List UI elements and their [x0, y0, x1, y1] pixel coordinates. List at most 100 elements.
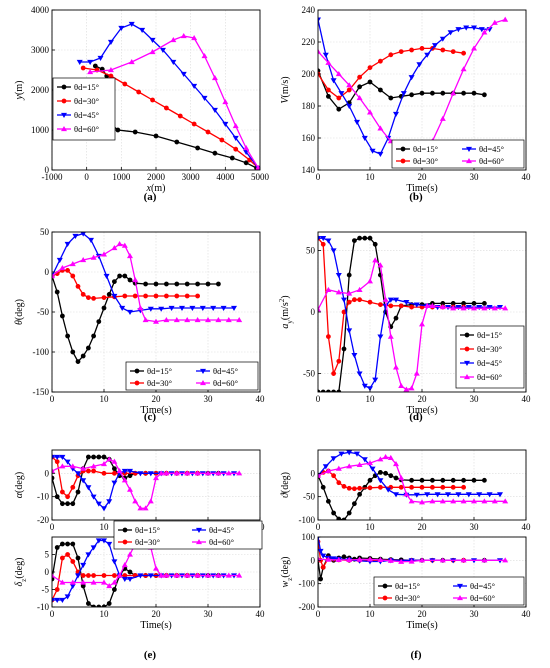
legend-label: θd=60° — [479, 156, 504, 166]
data-point — [432, 43, 438, 49]
data-point — [70, 349, 76, 355]
data-point — [320, 241, 326, 247]
data-point — [460, 498, 467, 504]
data-point — [502, 16, 509, 22]
data-point — [201, 95, 208, 101]
data-point — [205, 470, 211, 476]
data-point — [377, 556, 384, 562]
data-point — [194, 317, 201, 323]
x-axis-label: Time(s) — [406, 405, 437, 416]
data-point — [460, 557, 467, 563]
x-tick-label: 30 — [204, 394, 214, 404]
y-tick-label: 3000 — [31, 45, 50, 55]
data-point — [320, 553, 327, 559]
data-point — [335, 556, 342, 562]
x-tick-label: 2000 — [147, 172, 166, 182]
data-point — [173, 317, 180, 323]
data-point — [59, 579, 66, 585]
data-point — [127, 551, 133, 557]
data-point — [70, 541, 76, 547]
data-point — [128, 59, 135, 65]
data-point — [139, 27, 146, 33]
data-point — [101, 538, 107, 544]
data-point — [132, 129, 138, 135]
y-tick-label: 100 — [302, 532, 316, 542]
data-point — [236, 470, 243, 476]
data-point — [356, 461, 363, 468]
x-axis-label: Time(s) — [406, 183, 437, 194]
data-point — [159, 47, 166, 53]
data-point — [409, 484, 414, 490]
data-point — [122, 81, 128, 87]
legend: θd=15° θd=30° θd=45° θd=60° — [125, 361, 259, 391]
data-point — [502, 557, 509, 563]
data-point — [481, 477, 487, 483]
chart-panel-f2: 0 10 20 30 40 -200 -100 0 100 Time(s) wz(deg) θd=15… — [280, 532, 531, 661]
data-point — [491, 305, 498, 311]
data-point — [128, 21, 135, 27]
data-point — [357, 485, 362, 491]
data-point — [75, 471, 81, 477]
y-tick-label: 220 — [302, 37, 316, 47]
data-point — [331, 510, 336, 516]
x-tick-label: 20 — [418, 609, 428, 619]
legend-label: θd=45° — [213, 366, 238, 376]
data-point — [320, 564, 326, 570]
data-point — [147, 306, 154, 312]
data-point — [90, 545, 97, 551]
data-point — [80, 257, 87, 263]
data-point — [103, 273, 110, 279]
data-point — [330, 248, 337, 254]
data-point — [101, 461, 107, 467]
data-point — [408, 75, 415, 81]
data-point — [388, 473, 394, 479]
data-point — [137, 471, 144, 477]
data-point — [127, 569, 133, 575]
data-point — [377, 469, 383, 475]
data-point — [318, 48, 321, 54]
series-line — [83, 67, 259, 169]
data-point — [335, 71, 342, 77]
data-point — [346, 272, 352, 278]
data-point — [419, 557, 425, 563]
data-point — [450, 484, 456, 490]
y-axis-label: wz(deg) — [280, 557, 294, 588]
data-point — [457, 595, 463, 601]
data-point — [336, 95, 342, 101]
x-tick-label: 0 — [316, 172, 321, 182]
data-point — [354, 119, 360, 125]
data-point — [461, 90, 466, 96]
data-point — [75, 555, 81, 561]
data-point — [222, 121, 229, 127]
data-point — [372, 257, 379, 263]
data-point — [163, 105, 169, 111]
data-point — [440, 47, 446, 53]
data-point — [195, 281, 200, 287]
y-tick-label: 5 — [45, 550, 50, 560]
data-point — [96, 604, 102, 607]
data-point — [201, 53, 208, 59]
legend-item: θd=60° — [196, 378, 238, 388]
data-point — [478, 27, 485, 33]
data-point — [361, 383, 368, 389]
data-point — [372, 241, 378, 247]
series-line — [52, 275, 219, 363]
data-point — [52, 468, 55, 474]
data-point — [356, 95, 363, 101]
legend: θd=15° θd=30° θd=45° θd=60° — [373, 576, 525, 606]
data-point — [450, 498, 457, 504]
data-point — [147, 573, 154, 579]
data-point — [52, 597, 55, 603]
legend-label: θd=30° — [135, 537, 160, 547]
legend: θd=15° θd=30° θd=45° θd=60° — [113, 520, 263, 550]
data-point — [351, 501, 357, 507]
legend-label: θd=15° — [74, 82, 99, 92]
data-point — [112, 587, 117, 592]
data-point — [174, 139, 180, 145]
y-tick-label: 1000 — [31, 125, 50, 135]
data-point — [70, 273, 76, 279]
x-tick-label: 10 — [366, 522, 376, 532]
data-point — [132, 277, 139, 283]
data-point — [377, 484, 383, 490]
series-line — [318, 541, 464, 569]
